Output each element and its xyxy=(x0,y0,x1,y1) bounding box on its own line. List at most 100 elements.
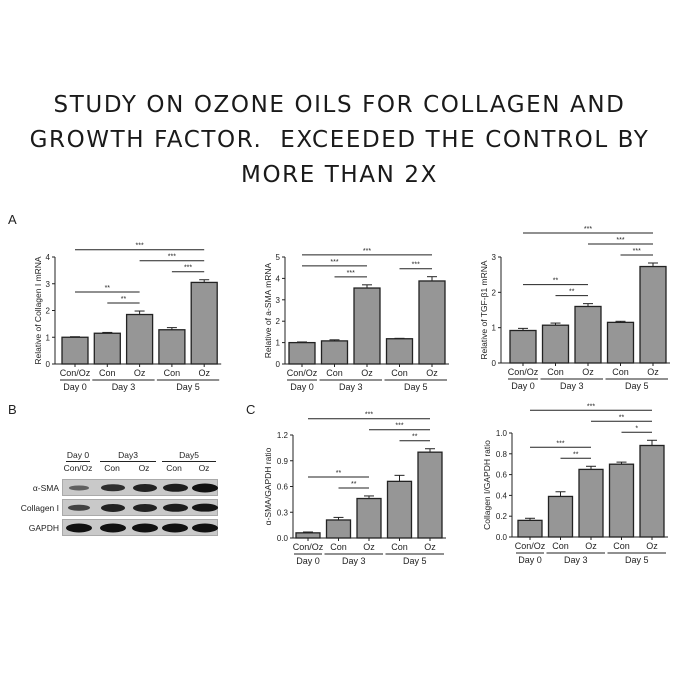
blot-band xyxy=(66,523,92,532)
significance-label: ** xyxy=(573,451,579,458)
panel-label-b: B xyxy=(8,402,17,417)
significance-label: ** xyxy=(105,285,111,292)
blot-lane-label: Oz xyxy=(198,463,210,473)
significance-label: ** xyxy=(569,289,575,296)
bar xyxy=(578,468,604,538)
bar xyxy=(385,338,414,365)
x-tick-label: Oz xyxy=(198,368,210,378)
x-tick-label: Oz xyxy=(426,368,438,378)
title-line: GROWTH FACTOR. EXCEEDED THE CONTROL BY xyxy=(29,127,650,153)
bar xyxy=(574,305,602,364)
x-tick-label: Con/Oz xyxy=(60,368,91,378)
y-tick-label: 1 xyxy=(492,324,497,333)
significance-label: *** xyxy=(412,262,420,269)
x-tick-label: Con xyxy=(391,542,408,552)
blot-lane-label: Oz xyxy=(138,463,150,473)
group-label: Day 3 xyxy=(560,381,584,391)
blot-band xyxy=(101,483,125,492)
y-tick-label: 3 xyxy=(276,296,281,305)
blot-group-label: Day3 xyxy=(118,450,138,460)
group-label: Day 5 xyxy=(176,382,200,392)
y-tick-label: 0 xyxy=(276,360,281,369)
group-label: Day 3 xyxy=(342,556,366,566)
x-tick-label: Con xyxy=(613,541,630,551)
blot-group-label: Day5 xyxy=(179,450,199,460)
blot-lane-label: Con xyxy=(166,463,182,473)
significance-label: *** xyxy=(616,237,624,244)
significance-label: ** xyxy=(619,414,625,421)
bar xyxy=(158,329,186,365)
blot-group-line xyxy=(162,461,216,462)
blot-row-label: Collagen I xyxy=(20,503,59,513)
y-tick-label: 1 xyxy=(276,339,281,348)
bar xyxy=(418,280,446,365)
group-label: Day 0 xyxy=(63,382,87,392)
x-tick-label: Oz xyxy=(585,541,597,551)
bar xyxy=(61,336,89,365)
x-tick-label: Con/Oz xyxy=(293,542,324,552)
title-line: MORE THAN 2X xyxy=(241,162,438,188)
bar xyxy=(320,340,349,365)
bar xyxy=(509,329,537,364)
x-tick-label: Con xyxy=(330,542,347,552)
significance-label: *** xyxy=(136,243,144,250)
blot-row: GAPDH xyxy=(29,519,218,536)
y-tick-label: 3 xyxy=(492,253,497,262)
blot-band xyxy=(132,503,158,512)
x-tick-label: Oz xyxy=(134,368,146,378)
y-tick-label: 0.2 xyxy=(496,512,508,521)
x-tick-label: Oz xyxy=(646,541,658,551)
x-tick-label: Oz xyxy=(363,542,375,552)
blot-band xyxy=(192,483,218,492)
significance-label: * xyxy=(635,425,638,432)
x-tick-label: Con xyxy=(164,368,181,378)
bar xyxy=(541,324,570,364)
y-tick-label: 0.0 xyxy=(277,534,289,543)
bar xyxy=(288,341,316,365)
significance-label: ** xyxy=(121,296,127,303)
y-tick-label: 2 xyxy=(492,288,497,297)
blot-lane-label: Con/Oz xyxy=(63,463,93,473)
bar xyxy=(190,281,218,365)
y-tick-label: 3 xyxy=(46,280,51,289)
blot-band xyxy=(192,503,218,512)
y-tick-label: 0.3 xyxy=(277,508,289,517)
significance-label: *** xyxy=(184,265,192,272)
group-label: Day 3 xyxy=(339,382,363,392)
significance-label: *** xyxy=(587,403,595,410)
bar xyxy=(606,321,635,364)
y-axis-label: Collagen I/GAPDH ratio xyxy=(482,440,492,530)
blot-band xyxy=(162,503,188,512)
group-label: Day 3 xyxy=(564,555,588,565)
blot-row: Collagen I xyxy=(21,499,218,516)
blot-row-label: GAPDH xyxy=(28,523,59,533)
x-tick-label: Con xyxy=(391,368,408,378)
x-tick-label: Con xyxy=(552,541,569,551)
bar xyxy=(356,497,382,539)
x-tick-label: Oz xyxy=(582,367,594,377)
blot-band xyxy=(162,483,188,492)
blot-row-label: α-SMA xyxy=(32,483,59,493)
x-tick-label: Con xyxy=(326,368,343,378)
x-tick-label: Oz xyxy=(647,367,659,377)
bar xyxy=(639,265,667,364)
group-label: Day 5 xyxy=(625,381,649,391)
x-tick-label: Con/Oz xyxy=(287,368,318,378)
group-label: Day 0 xyxy=(296,556,320,566)
bar xyxy=(386,480,413,539)
y-tick-label: 1.0 xyxy=(496,429,508,438)
y-tick-label: 0.4 xyxy=(496,491,508,500)
bar xyxy=(325,519,352,539)
bar xyxy=(93,332,121,365)
title-line: STUDY ON OZONE OILS FOR COLLAGEN AND xyxy=(53,92,626,118)
y-axis-label: α-SMA/GAPDH ratio xyxy=(263,447,273,525)
blot-row: α-SMA xyxy=(33,479,218,496)
bar xyxy=(639,444,665,538)
y-tick-label: 0.6 xyxy=(496,471,508,480)
y-tick-label: 0 xyxy=(46,360,51,369)
blot-band xyxy=(132,483,158,492)
y-tick-label: 0.6 xyxy=(277,483,289,492)
bar xyxy=(125,313,154,365)
blot-band xyxy=(68,504,90,511)
